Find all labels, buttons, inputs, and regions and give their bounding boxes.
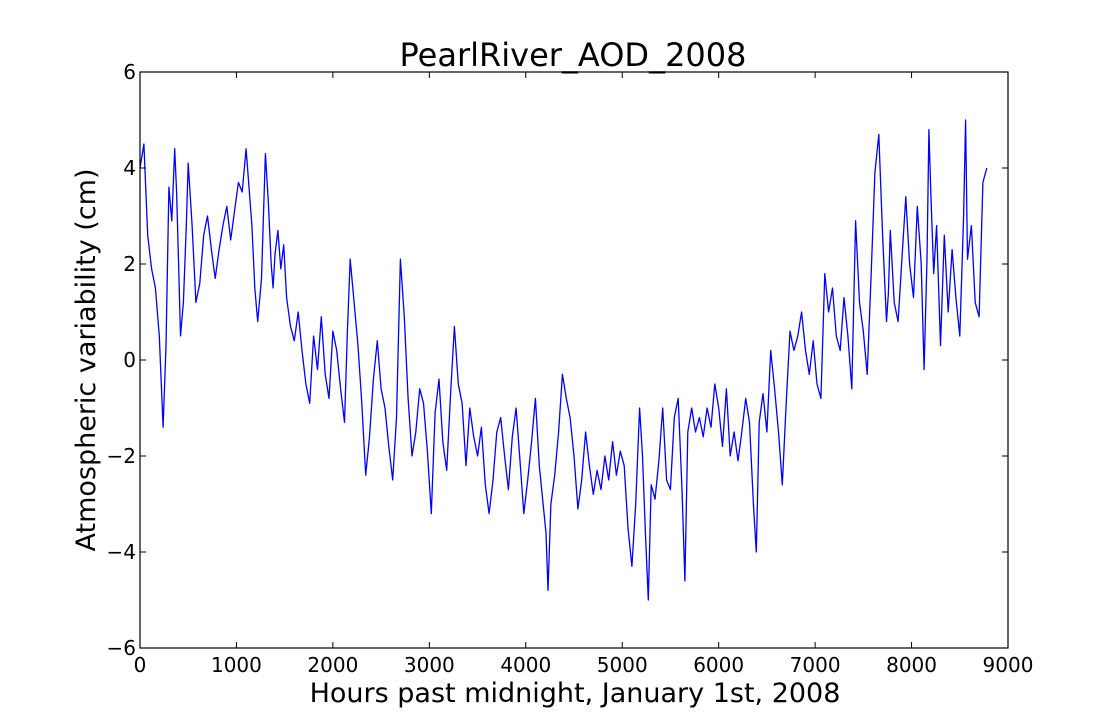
- y-tick-label--2: −2: [107, 444, 136, 468]
- y-tick-label-4: 4: [123, 156, 136, 180]
- y-axis-label: Atmospheric variability (cm): [71, 168, 102, 551]
- y-axis-ticks: −6 −4 −2 0 2 4 6: [107, 60, 1008, 660]
- y-tick-label-0: 0: [123, 348, 136, 372]
- y-tick-label--6: −6: [107, 636, 136, 660]
- x-tick-label-0: 0: [134, 653, 147, 677]
- x-tick-label-6000: 6000: [693, 653, 744, 677]
- x-tick-label-9000: 9000: [983, 653, 1034, 677]
- x-tick-label-1000: 1000: [211, 653, 262, 677]
- x-tick-label-7000: 7000: [790, 653, 841, 677]
- x-tick-label-2000: 2000: [307, 653, 358, 677]
- x-tick-label-5000: 5000: [597, 653, 648, 677]
- y-tick-label--4: −4: [107, 540, 136, 564]
- y-tick-label-2: 2: [123, 252, 136, 276]
- x-tick-label-8000: 8000: [886, 653, 937, 677]
- plot-frame: [139, 71, 1009, 649]
- x-tick-label-3000: 3000: [404, 653, 455, 677]
- x-axis-label: Hours past midnight, January 1st, 2008: [310, 678, 841, 709]
- y-tick-label-6: 6: [123, 60, 136, 84]
- plot-area: [139, 119, 988, 601]
- series-line-0: [139, 119, 988, 601]
- x-tick-label-4000: 4000: [500, 653, 551, 677]
- x-axis-ticks: 0 1000 2000 3000 4000 5000 6000 7000 8000 9000: [134, 72, 1034, 677]
- chart-title: PearlRiver_AOD_2008: [400, 36, 747, 74]
